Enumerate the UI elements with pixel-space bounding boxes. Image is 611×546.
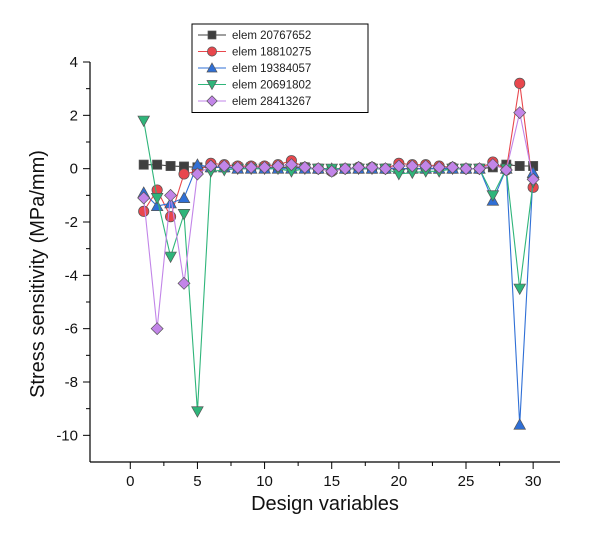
series-layer <box>137 77 540 430</box>
y-axis-title: Stress sensitivity (MPa/mm) <box>27 150 49 398</box>
data-point <box>177 191 191 203</box>
legend-label: elem 18810275 <box>232 47 311 59</box>
x-tick-label: 10 <box>256 473 273 490</box>
data-point <box>472 162 486 176</box>
data-point <box>191 406 204 418</box>
data-point <box>499 163 513 177</box>
data-point <box>204 159 218 173</box>
legend-marker <box>206 62 218 73</box>
x-tick-label: 20 <box>391 473 408 490</box>
data-point <box>284 158 298 172</box>
data-point <box>311 162 325 176</box>
y-tick-label: -6 <box>65 321 78 338</box>
data-point <box>338 162 352 176</box>
data-point <box>271 159 285 173</box>
data-point <box>164 251 177 264</box>
data-point <box>513 283 527 296</box>
legend-item: elem 20767652 <box>198 30 311 42</box>
legend-item: elem 28413267 <box>198 95 311 108</box>
legend-marker <box>207 30 217 40</box>
data-point <box>150 193 164 205</box>
data-point <box>217 159 231 173</box>
data-point <box>138 205 150 217</box>
y-tick-label: -8 <box>65 374 78 391</box>
data-point <box>138 159 149 170</box>
data-point <box>164 188 178 202</box>
y-tick-label: -4 <box>65 267 78 284</box>
x-tick-label: 30 <box>525 473 542 490</box>
data-point <box>152 159 163 170</box>
x-tick-label: 15 <box>323 473 340 490</box>
legend-label: elem 19384057 <box>232 63 311 75</box>
data-point <box>514 161 525 171</box>
x-tick-label: 5 <box>193 473 201 490</box>
legend: elem 20767652 elem 18810275 elem 19384057 e… <box>191 23 369 113</box>
legend-marker <box>206 80 218 91</box>
data-point <box>432 160 446 174</box>
data-point <box>352 160 366 174</box>
data-point <box>190 167 204 181</box>
data-point <box>459 162 473 176</box>
legend-label: elem 20691802 <box>232 80 311 92</box>
legend-label: elem 20767652 <box>232 30 311 42</box>
x-axis-title: Design variables <box>251 493 399 515</box>
data-point <box>526 172 540 186</box>
data-point <box>164 196 177 209</box>
data-point <box>325 164 339 178</box>
legend-item: elem 20691802 <box>198 80 311 92</box>
data-point <box>137 191 151 205</box>
y-tick-label: -2 <box>65 214 78 231</box>
data-point <box>231 160 245 174</box>
data-point <box>446 160 460 174</box>
data-point <box>165 161 176 171</box>
data-point <box>419 159 433 173</box>
data-point <box>405 159 419 173</box>
data-point <box>137 115 151 128</box>
y-tick-label: 4 <box>70 54 78 71</box>
data-point <box>513 106 527 120</box>
data-point <box>514 77 526 89</box>
x-tick-label: 25 <box>458 473 475 490</box>
data-point <box>150 199 164 211</box>
data-point <box>244 160 258 174</box>
data-point <box>378 162 392 176</box>
data-point <box>365 160 379 174</box>
data-point <box>392 159 406 173</box>
legend-label: elem 28413267 <box>232 96 311 108</box>
data-point <box>486 158 500 172</box>
legend-marker <box>206 95 218 107</box>
x-tick-label: 0 <box>126 473 134 490</box>
data-point <box>298 160 312 174</box>
y-tick-label: 0 <box>70 161 78 178</box>
data-point <box>258 160 272 174</box>
series-5 <box>137 106 540 336</box>
y-tick-label: 2 <box>70 107 78 124</box>
legend-item: elem 18810275 <box>198 47 311 59</box>
data-point <box>150 322 164 336</box>
data-point <box>177 276 191 290</box>
data-point <box>177 209 191 221</box>
y-tick-label: -10 <box>56 427 78 444</box>
legend-marker <box>207 46 217 57</box>
legend-item: elem 19384057 <box>198 62 311 75</box>
data-point <box>486 190 500 202</box>
data-point <box>178 168 190 180</box>
data-point <box>513 418 527 430</box>
